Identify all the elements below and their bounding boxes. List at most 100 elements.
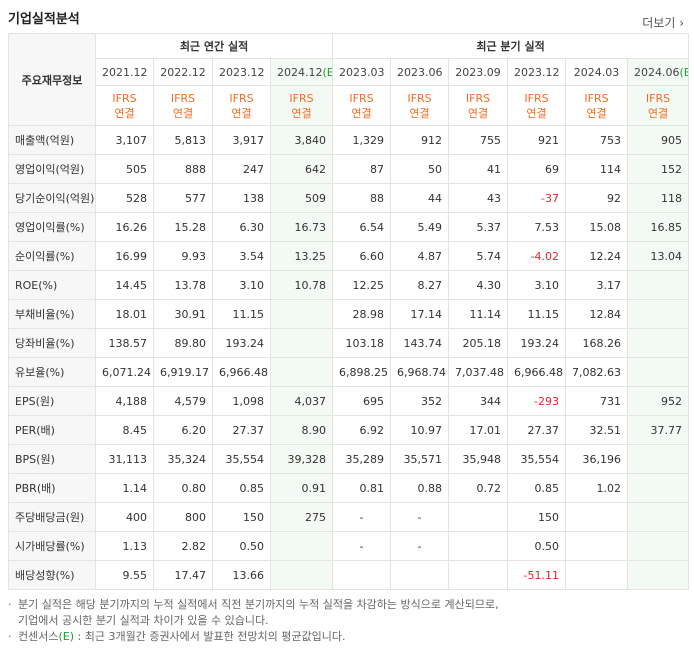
value-cell: -	[390, 531, 450, 561]
value-cell: 3.10	[507, 270, 567, 300]
value-cell	[565, 502, 629, 532]
section-title: 기업실적분석	[8, 12, 80, 27]
value-cell	[448, 502, 509, 532]
basis-text: 연결	[351, 106, 372, 120]
value-cell: 31,113	[95, 444, 154, 474]
value-cell: 17.47	[153, 560, 213, 590]
value-cell: -37	[507, 183, 567, 213]
value-cell: 6,966.48	[507, 357, 567, 387]
basis-text: IFRS	[112, 91, 137, 105]
data-row: 배당성향(%) 9.55 17.47 13.66 -51.11	[8, 560, 690, 590]
value-cell: 13.25	[269, 241, 334, 271]
corner-cell: 주요재무정보	[8, 33, 96, 126]
data-row: 시가배당률(%) 1.13 2.82 0.50- -0.50	[8, 531, 690, 561]
basis-text: IFRS	[407, 91, 432, 105]
value-cell: 35,571	[390, 444, 450, 474]
value-cell: -51.11	[507, 560, 567, 590]
value-cell: 35,324	[153, 444, 213, 474]
data-row: 유보율(%) 6,071.24 6,919.17 6,966.48 6,898.25 6,…	[8, 357, 690, 387]
value-cell: 247	[212, 154, 271, 184]
basis-text: 연결	[526, 106, 547, 120]
value-cell: 4,579	[153, 386, 213, 416]
value-cell: 89.80	[153, 328, 213, 358]
row-label: 주당배당금(원)	[8, 502, 96, 532]
value-cell: 731	[565, 386, 629, 416]
value-cell: 5,813	[153, 125, 213, 155]
value-cell: 9.55	[95, 560, 154, 590]
value-cell: 5.74	[448, 241, 509, 271]
value-cell	[269, 328, 334, 358]
value-cell: 921	[507, 125, 567, 155]
data-row: EPS(원) 4,188 4,579 1,098 4,037 695 352 344 -293 7…	[8, 386, 690, 416]
header-row: 2021.122022.122023.122024.12(E)2023.0320…	[9, 58, 690, 86]
row-label: EPS(원)	[8, 386, 96, 416]
value-cell: 92	[565, 183, 629, 213]
value-cell: 275	[269, 502, 334, 532]
value-cell: 138.57	[95, 328, 154, 358]
value-cell: 6,968.74	[390, 357, 450, 387]
financial-table: 주요재무정보 최근 연간 실적 최근 분기 실적 2021.12 2022.12 2…	[8, 33, 690, 590]
basis-text: 연결	[409, 106, 430, 120]
note: 기업에서 공시한 분기 실적과 차이가 있을 수 있습니다.	[18, 614, 269, 627]
value-cell: 6.60	[332, 241, 392, 271]
value-cell: 16.73	[269, 212, 334, 242]
value-cell: 87	[332, 154, 392, 184]
value-cell: 0.91	[269, 473, 334, 503]
group-header: 최근 연간 실적	[94, 33, 334, 59]
basis-text: 연결	[114, 106, 135, 120]
value-cell: 0.50	[507, 531, 567, 561]
data-row: 영업이익률(%) 16.26 15.28 6.30 16.73 6.54 5.49 5.37 7…	[8, 212, 690, 242]
value-cell: 3.17	[565, 270, 629, 300]
basis-header: IFRS 연결	[627, 85, 690, 126]
value-cell: 11.15	[212, 299, 271, 329]
value-cell: -4.02	[507, 241, 567, 271]
value-cell: -	[332, 502, 392, 532]
value-cell: 16.85	[627, 212, 690, 242]
row-label: 당좌비율(%)	[8, 328, 96, 358]
value-cell: 143.74	[390, 328, 450, 358]
value-cell: 6,071.24	[95, 357, 154, 387]
header-row: IFRS 연결 IFRS 연결 IFRS 연결 IFRS 연결 IFRS 연결 IFRS 연결 IFRS…	[9, 85, 690, 126]
row-label: 매출액(억원)	[8, 125, 96, 155]
value-cell: 28.98	[332, 299, 392, 329]
value-cell: 10.78	[269, 270, 334, 300]
value-cell: 193.24	[507, 328, 567, 358]
value-cell: 3,917	[212, 125, 271, 155]
period-header: 2023.06	[390, 58, 450, 86]
value-cell: 3.54	[212, 241, 271, 271]
value-cell: 44	[390, 183, 450, 213]
data-row: 주당배당금(원) 400 800 150 275- -150	[8, 502, 690, 532]
value-cell: 37.77	[627, 415, 690, 445]
basis-text: IFRS	[349, 91, 374, 105]
period-header: 2024.03	[565, 58, 629, 86]
basis-text: IFRS	[289, 91, 314, 105]
value-cell: 0.72	[448, 473, 509, 503]
value-cell: 912	[390, 125, 450, 155]
value-cell: 15.28	[153, 212, 213, 242]
value-cell: 8.90	[269, 415, 334, 445]
basis-text: 연결	[231, 106, 252, 120]
row-label: 영업이익률(%)	[8, 212, 96, 242]
basis-text: IFRS	[524, 91, 549, 105]
value-cell	[627, 444, 690, 474]
value-cell	[269, 299, 334, 329]
data-row: 순이익률(%) 16.99 9.93 3.54 13.25 6.60 4.87 5.74 -4.…	[8, 241, 690, 271]
more-link[interactable]: 더보기 ›	[642, 16, 684, 30]
value-cell: 509	[269, 183, 334, 213]
value-cell: 642	[269, 154, 334, 184]
row-label: PBR(배)	[8, 473, 96, 503]
basis-text: 연결	[291, 106, 312, 120]
value-cell: 7,037.48	[448, 357, 509, 387]
data-row: PER(배) 8.45 6.20 27.37 8.90 6.92 10.97 17.01 27.…	[8, 415, 690, 445]
value-cell: 800	[153, 502, 213, 532]
value-cell: 4.30	[448, 270, 509, 300]
value-cell: 41	[448, 154, 509, 184]
value-cell: 35,554	[507, 444, 567, 474]
value-cell	[565, 531, 629, 561]
note: 컨센서스(E) : 최근 3개월간 증권사에서 발표한 전망치의 평균값입니다.	[8, 629, 499, 645]
value-cell: 17.01	[448, 415, 509, 445]
value-cell: 0.81	[332, 473, 392, 503]
value-cell: 16.26	[95, 212, 154, 242]
value-cell: 5.49	[390, 212, 450, 242]
value-cell: 1.13	[95, 531, 154, 561]
